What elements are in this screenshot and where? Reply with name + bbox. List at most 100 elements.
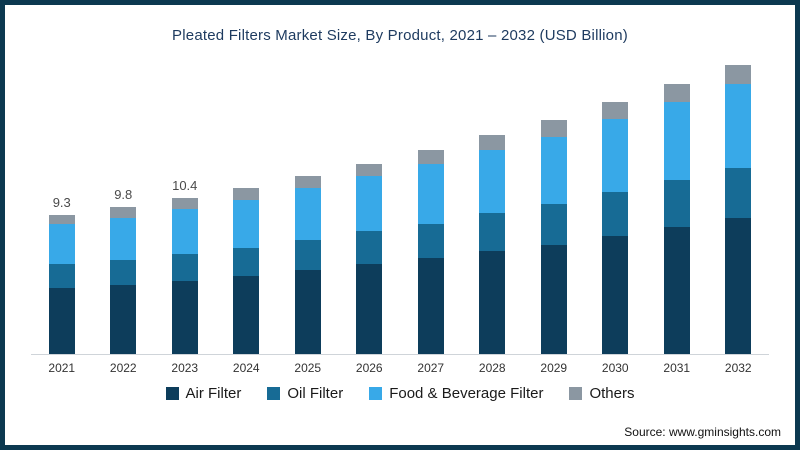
- bar-total-label: 9.3: [52, 194, 71, 210]
- bar-group: [585, 58, 647, 354]
- bar-segment-others: [479, 135, 506, 150]
- bar-segment-air-filter: [356, 264, 383, 354]
- bar-segment-air-filter: [110, 285, 137, 354]
- bar-segment-oil-filter: [356, 231, 383, 264]
- bar-segment-food-beverage-filter: [171, 208, 198, 254]
- bar-segment-air-filter: [540, 244, 567, 354]
- bar-segment-oil-filter: [171, 253, 198, 281]
- x-axis-label: 2023: [171, 361, 199, 375]
- legend-item: Oil Filter: [267, 385, 343, 402]
- bar-segment-air-filter: [417, 258, 444, 354]
- bar-segment-air-filter: [171, 280, 198, 354]
- x-axis-label: 2022: [109, 361, 137, 375]
- bar-group: [646, 58, 708, 354]
- legend-label: Air Filter: [185, 385, 242, 402]
- bar-segment-food-beverage-filter: [540, 136, 567, 204]
- legend-item: Others: [569, 385, 634, 402]
- x-axis-label: 2024: [232, 361, 260, 375]
- stacked-bar: [171, 198, 198, 354]
- stacked-bar: [725, 64, 752, 354]
- plot-area: 9.3 9.8 10.4: [31, 58, 769, 355]
- source-attribution: Source: www.gminsights.com: [624, 425, 781, 439]
- bar-group: 10.4: [154, 58, 216, 354]
- stacked-bar: [417, 150, 444, 354]
- bar-group: [216, 58, 278, 354]
- stacked-bar: [479, 135, 506, 354]
- bar-segment-oil-filter: [663, 180, 690, 227]
- bar-group: [277, 58, 339, 354]
- bar-segment-food-beverage-filter: [725, 84, 752, 168]
- bar-group: [339, 58, 401, 354]
- bar-segment-oil-filter: [725, 168, 752, 218]
- bar-segment-oil-filter: [294, 240, 321, 270]
- bar-segment-air-filter: [233, 276, 260, 354]
- stacked-bar: [663, 84, 690, 354]
- bar-segment-food-beverage-filter: [233, 199, 260, 248]
- bar-group: [400, 58, 462, 354]
- bar-segment-air-filter: [725, 217, 752, 354]
- legend-item: Food & Beverage Filter: [369, 385, 543, 402]
- stacked-bar: [602, 102, 629, 354]
- bar-segment-food-beverage-filter: [294, 187, 321, 240]
- bar-segment-food-beverage-filter: [663, 102, 690, 180]
- bar-segment-others: [725, 64, 752, 84]
- stacked-bar: [294, 175, 321, 354]
- bar-segment-others: [110, 207, 137, 218]
- bar-group: 9.3: [31, 58, 93, 354]
- legend-label: Others: [589, 385, 635, 402]
- bar-segment-others: [540, 120, 567, 137]
- legend-item: Air Filter: [165, 385, 242, 402]
- x-axis-label: 2031: [663, 361, 691, 375]
- bar-segment-air-filter: [294, 270, 321, 354]
- bar-segment-others: [233, 187, 260, 200]
- bar-segment-others: [417, 150, 444, 164]
- bar-segment-food-beverage-filter: [602, 118, 629, 192]
- bar-segment-oil-filter: [540, 204, 567, 245]
- legend-swatch: [165, 387, 179, 400]
- x-axis-label: 2026: [355, 361, 383, 375]
- legend-swatch: [267, 387, 281, 400]
- bar-segment-air-filter: [602, 235, 629, 354]
- chart-title: Pleated Filters Market Size, By Product,…: [172, 27, 628, 44]
- bar-group: [523, 58, 585, 354]
- bar-segment-food-beverage-filter: [110, 217, 137, 260]
- legend-swatch: [369, 387, 383, 400]
- bar-segment-oil-filter: [233, 247, 260, 276]
- bar-total-label: 10.4: [172, 178, 198, 193]
- bar-group: [462, 58, 524, 354]
- bar-segment-others: [48, 214, 75, 224]
- bar-segment-others: [171, 198, 198, 209]
- bar-segment-others: [356, 163, 383, 176]
- legend-label: Food & Beverage Filter: [389, 385, 544, 402]
- x-axis-label: 2027: [417, 361, 445, 375]
- stacked-bar: [356, 163, 383, 354]
- bar-segment-food-beverage-filter: [48, 223, 75, 264]
- bar-segment-oil-filter: [602, 192, 629, 236]
- bar-segment-oil-filter: [48, 264, 75, 288]
- x-axis-label: 2021: [48, 361, 76, 375]
- x-axis-label: 2029: [540, 361, 568, 375]
- x-axis: 2021 2022 2023 2024 2025 2026 2027 2028 2029 2030…: [31, 355, 769, 375]
- legend: Air Filter Oil Filter Food & Beverage Filt…: [5, 385, 795, 402]
- bar-segment-air-filter: [48, 288, 75, 354]
- bar-segment-others: [663, 84, 690, 102]
- bar-total-label: 9.8: [114, 187, 133, 202]
- bar-segment-oil-filter: [417, 223, 444, 258]
- bar-segment-food-beverage-filter: [356, 175, 383, 231]
- x-axis-label: 2030: [601, 361, 629, 375]
- stacked-bar: [233, 187, 260, 354]
- bar-group: [708, 58, 770, 354]
- bar-segment-food-beverage-filter: [479, 150, 506, 213]
- bar-segment-oil-filter: [479, 213, 506, 251]
- x-axis-label: 2025: [294, 361, 322, 375]
- legend-swatch: [569, 387, 583, 400]
- stacked-bar: [110, 207, 137, 354]
- stacked-bar: [540, 120, 567, 354]
- bar-segment-oil-filter: [110, 259, 137, 285]
- stacked-bar: [48, 214, 75, 354]
- bar-segment-others: [602, 102, 629, 119]
- x-axis-label: 2028: [478, 361, 506, 375]
- bar-segment-food-beverage-filter: [417, 163, 444, 224]
- legend-label: Oil Filter: [287, 385, 344, 402]
- bar-segment-air-filter: [663, 226, 690, 354]
